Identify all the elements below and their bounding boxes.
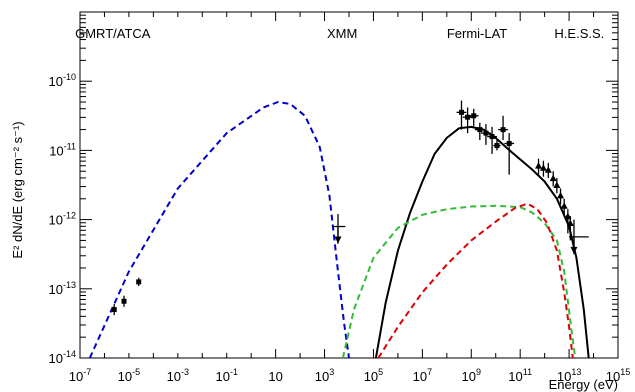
model-curve (88, 101, 350, 359)
y-axis-title: E² dN/dE (erg cm⁻² s⁻¹) (10, 121, 25, 258)
instrument-labels: GMRT/ATCA XMM Fermi-LAT H.E.S.S. (75, 26, 604, 41)
x-tick-label: 109 (462, 367, 481, 384)
data-point (465, 114, 471, 120)
data-point (564, 212, 572, 220)
instrument-label: XMM (327, 26, 357, 41)
instrument-label: GMRT/ATCA (75, 26, 151, 41)
data-point (535, 162, 543, 169)
data-point (500, 127, 506, 133)
data-point (111, 307, 117, 313)
data-point (553, 181, 561, 188)
x-tick-label: 1011 (508, 367, 532, 384)
y-axis-title-group: E² dN/dE (erg cm⁻² s⁻¹) (10, 121, 25, 258)
data-point (489, 134, 495, 140)
x-tick-label: 1013 (557, 367, 581, 384)
plot-frame (79, 11, 619, 359)
x-tick-label: 107 (413, 367, 432, 384)
axis-tick-labels: 10-7 10-5 10-3 10-1 10 103 105 107 109 1011 1013 10… (49, 72, 631, 384)
data-point (557, 191, 565, 199)
y-tick-label: 10-11 (49, 141, 76, 158)
x-tick-label: 105 (364, 367, 383, 384)
x-tick-label: 10-1 (215, 367, 237, 384)
y-tick-label: 10-12 (49, 211, 76, 228)
x-tick-label: 10-5 (118, 367, 140, 384)
instrument-label: H.E.S.S. (554, 26, 604, 41)
x-tick-label: 10-3 (167, 367, 189, 384)
data-point (477, 127, 483, 133)
x-tick-label: 1015 (606, 367, 630, 384)
data-point (549, 174, 557, 182)
x-tick-label: 103 (315, 367, 334, 384)
data-point (544, 166, 552, 173)
data-point (458, 109, 464, 115)
x-tick-label: 10 (268, 369, 282, 384)
x-axis-title: Energy (eV) (549, 377, 618, 392)
data-point (136, 279, 142, 285)
data-point (483, 130, 489, 136)
upper-limit-arrow (570, 246, 578, 254)
data-point (560, 202, 568, 209)
data-point (506, 140, 512, 146)
model-curve (377, 202, 574, 359)
data-point (566, 219, 574, 227)
y-tick-label: 10-10 (49, 72, 76, 89)
axis-ticks (79, 11, 619, 359)
model-curves (88, 101, 590, 359)
data-point (121, 298, 127, 304)
x-tick-label: 10-7 (69, 367, 91, 384)
y-tick-label: 10-13 (49, 280, 76, 297)
model-curve (341, 204, 577, 359)
data-point (494, 143, 500, 149)
instrument-label: Fermi-LAT (447, 26, 507, 41)
data-point (471, 113, 477, 119)
upper-limit-arrow (334, 236, 342, 244)
data-points (111, 100, 589, 316)
y-tick-label: 10-14 (49, 349, 76, 366)
data-point (539, 164, 547, 171)
